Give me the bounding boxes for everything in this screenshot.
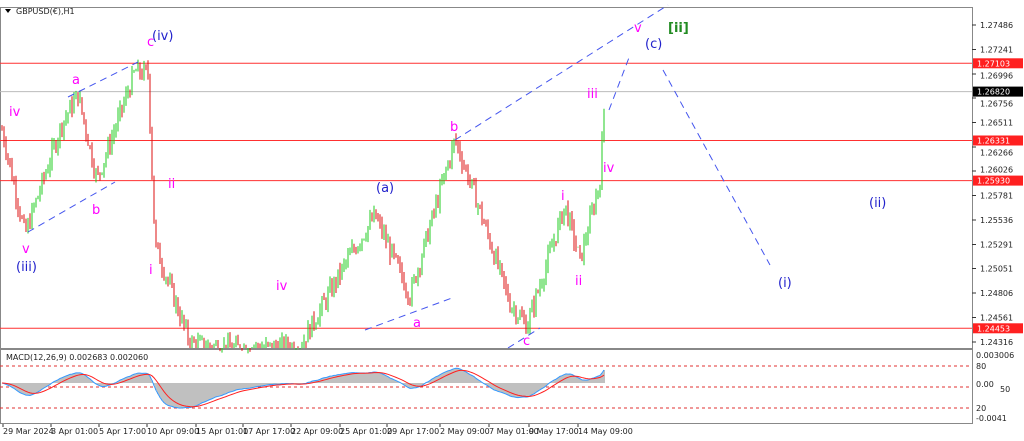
wave-label: iv — [9, 105, 21, 120]
wave-label: iv — [276, 279, 288, 294]
wave-label: c — [523, 334, 530, 349]
price-pane-frame — [0, 7, 973, 349]
price-tick-label: 1.24316 — [980, 338, 1013, 347]
wave-label: [ii] — [668, 21, 689, 36]
time-tick-label: 14 May 09:00 — [578, 427, 633, 436]
price-tick-label: 1.24806 — [980, 289, 1013, 298]
wave-label: a — [413, 316, 421, 331]
current-price-label: 1.26820 — [977, 88, 1010, 97]
time-tick-label: 9 May 17:00 — [529, 427, 579, 436]
projection-line — [662, 69, 771, 266]
wave-label: b — [450, 120, 458, 135]
wave-label: a — [72, 73, 80, 88]
time-tick-label: 17 Apr 17:00 — [243, 427, 295, 436]
price-tick-label: 1.25291 — [980, 241, 1013, 250]
time-tick-label: 2 May 09:00 — [440, 427, 490, 436]
price-tick-label: 1.24561 — [980, 313, 1013, 322]
level-price-badge — [973, 323, 1023, 334]
trendline — [364, 297, 453, 331]
projection-line — [608, 54, 631, 111]
wave-label: (iv) — [152, 29, 173, 44]
level-price-badge — [973, 58, 1023, 69]
wave-label: (i) — [778, 276, 792, 291]
macd-tick-label: -0.0041 — [976, 414, 1007, 423]
time-tick-label: 10 Apr 09:00 — [147, 427, 199, 436]
price-tick-label: 1.27486 — [980, 21, 1013, 30]
wave-label: v — [22, 242, 30, 257]
wave-label: i — [561, 189, 565, 204]
level-price-badge — [973, 175, 1023, 186]
chart-title: GBPUSD(€),H1 — [16, 7, 75, 16]
time-tick-label: 7 May 01:00 — [489, 427, 539, 436]
price-tick-label: 1.27241 — [980, 46, 1013, 55]
current-price-badge — [973, 86, 1023, 97]
macd-tick-label: 50 — [1000, 385, 1010, 394]
wave-label: (ii) — [869, 196, 886, 211]
trendline — [507, 327, 541, 349]
macd-tick-label: 0.00 — [976, 380, 994, 389]
price-tick-label: 1.25536 — [980, 216, 1013, 225]
macd-tick-label: 80 — [976, 362, 986, 371]
macd-tick-label: 0.003006 — [976, 351, 1014, 360]
wave-label: v — [634, 21, 642, 36]
time-tick-label: 25 Apr 01:00 — [340, 427, 392, 436]
wave-trendlines — [27, 4, 771, 349]
price-tick-label: 1.26511 — [980, 119, 1013, 128]
wave-label: (a) — [376, 181, 394, 196]
macd-tick-label: 20 — [976, 404, 986, 413]
macd-label: MACD(12,26,9) 0.002683 0.002060 — [6, 353, 148, 362]
level-price-label: 1.24453 — [977, 324, 1010, 333]
wave-label: ii — [575, 274, 582, 289]
time-tick-label: 29 Mar 2024 — [3, 427, 54, 436]
time-tick-label: 3 Apr 01:00 — [51, 427, 98, 436]
time-tick-label: 29 Apr 17:00 — [387, 427, 439, 436]
trendline — [67, 61, 139, 98]
wave-label: iii — [587, 87, 598, 102]
time-tick-label: 22 Apr 09:00 — [291, 427, 343, 436]
price-tick-label: 1.26756 — [980, 100, 1013, 109]
wave-label: (iii) — [16, 260, 37, 275]
price-tick-label: 1.25781 — [980, 192, 1013, 201]
time-tick-label: 5 Apr 17:00 — [99, 427, 146, 436]
price-tick-label: 1.26026 — [980, 166, 1013, 175]
wave-label: iv — [603, 161, 615, 176]
price-tick-label: 1.26996 — [980, 71, 1013, 80]
collapse-triangle-icon[interactable] — [5, 9, 11, 13]
wave-label: ii — [168, 177, 175, 192]
wave-label: i — [149, 263, 153, 278]
trendline — [454, 4, 669, 141]
wave-label: (c) — [645, 37, 662, 52]
price-tick-label: 1.26266 — [980, 149, 1013, 158]
wave-label: b — [92, 203, 100, 218]
level-price-label: 1.27103 — [977, 59, 1010, 68]
signal-line — [1, 369, 605, 408]
price-tick-label: 1.25051 — [980, 265, 1013, 274]
level-price-label: 1.25930 — [977, 177, 1010, 186]
trendline — [27, 181, 116, 233]
time-tick-label: 15 Apr 01:00 — [196, 427, 248, 436]
level-price-label: 1.26331 — [977, 137, 1010, 146]
level-price-badge — [973, 135, 1023, 146]
wave-label: c — [147, 35, 154, 50]
